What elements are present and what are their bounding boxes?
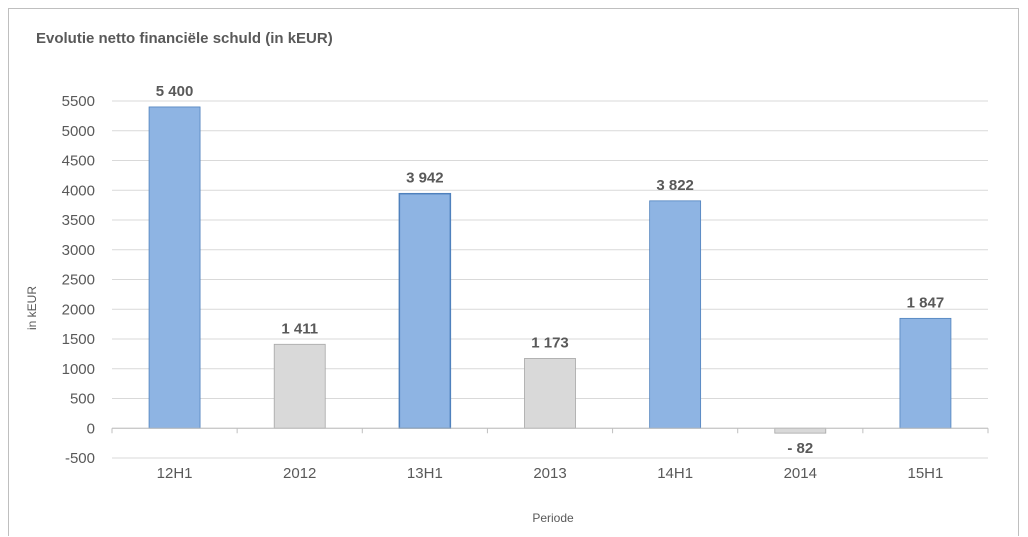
bar [774, 427, 827, 434]
y-tick-label: 4000 [62, 182, 95, 199]
y-tick-label: 2500 [62, 272, 95, 289]
x-axis-title: Periode [532, 511, 574, 525]
axes [111, 427, 989, 434]
x-tick-label: 2012 [283, 465, 316, 482]
data-label: 5 400 [156, 83, 194, 100]
data-label: 1 173 [531, 334, 569, 351]
x-tick-label: 13H1 [407, 465, 443, 482]
y-tick-label: 4500 [62, 153, 95, 170]
y-tick-label: 3500 [62, 212, 95, 229]
data-label: 1 847 [907, 294, 945, 311]
x-tick-label: 15H1 [907, 465, 943, 482]
y-tick-label: 500 [70, 391, 95, 408]
y-tick-label: 3000 [62, 242, 95, 259]
x-tick-label: 14H1 [657, 465, 693, 482]
y-tick-label: -500 [65, 450, 95, 467]
chart-title: Evolutie netto financiële schuld (in kEU… [36, 30, 333, 47]
bar [148, 106, 201, 429]
y-tick-label: 1000 [62, 361, 95, 378]
y-tick-label: 2000 [62, 301, 95, 318]
data-label: 1 411 [281, 320, 318, 337]
bar [524, 358, 576, 429]
y-tick-label: 5000 [62, 123, 95, 140]
bar [649, 200, 702, 429]
gridlines [112, 100, 988, 459]
x-tick-label: 2014 [784, 465, 817, 482]
y-tick-label: 0 [87, 420, 95, 437]
x-tick-label: 12H1 [157, 465, 193, 482]
bars [148, 106, 952, 434]
y-tick-label: 1500 [62, 331, 95, 348]
data-label: 3 942 [406, 170, 444, 187]
bar [899, 317, 952, 429]
data-label: 3 822 [656, 177, 694, 194]
data-label: - 82 [787, 440, 813, 457]
y-axis-title: in kEUR [25, 286, 39, 330]
bar [398, 192, 452, 429]
bar [273, 343, 326, 429]
labels: -500 0 500 1000 1500 2000 2500 3000 3500 4000 4500… [62, 83, 945, 482]
x-tick-label: 2013 [533, 465, 566, 482]
y-tick-label: 5500 [62, 93, 95, 110]
